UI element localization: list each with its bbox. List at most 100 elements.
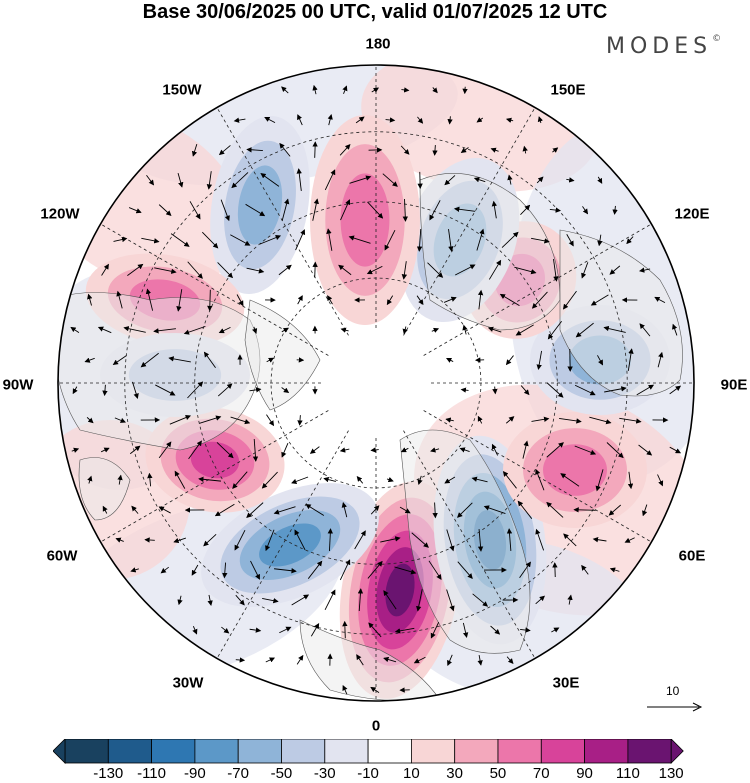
wind-arrow — [177, 595, 183, 606]
wind-arrow — [230, 234, 251, 246]
wind-arrow — [370, 447, 379, 453]
wind-arrow — [307, 560, 323, 579]
wind-arrow — [132, 381, 139, 399]
wind-arrow — [386, 477, 394, 483]
latitude-circle — [124, 131, 628, 635]
wind-arrow — [112, 355, 127, 365]
polar-cap — [321, 328, 431, 438]
colorbar-tick-label: -130 — [93, 765, 124, 782]
wind-arrow — [265, 657, 276, 663]
wind-arrow — [187, 261, 203, 279]
wind-arrow — [296, 654, 304, 665]
wind-arrow — [402, 326, 408, 335]
wind-arrow — [144, 537, 155, 543]
wind-arrow — [338, 264, 352, 276]
wind-arrow — [309, 446, 320, 454]
land-outline — [58, 292, 261, 451]
wind-arrow — [639, 267, 651, 273]
wind-arrow — [574, 384, 596, 396]
wind-arrow — [382, 173, 398, 187]
wind-arrow — [416, 589, 423, 612]
wind-arrow — [476, 228, 485, 251]
wind-arrow — [252, 438, 259, 462]
anomaly-contour — [190, 441, 240, 479]
anomaly-contour — [340, 173, 390, 267]
wind-arrow — [597, 234, 603, 247]
wind-arrow — [417, 116, 424, 124]
meridian-line — [403, 107, 536, 336]
wind-arrow — [477, 655, 483, 666]
wind-arrow — [447, 654, 453, 666]
wind-arrow — [207, 289, 213, 312]
wind-arrow — [355, 116, 365, 124]
wind-arrow — [457, 502, 473, 518]
wind-arrow — [401, 261, 408, 280]
wind-arrow — [155, 384, 176, 396]
wind-arrow — [657, 474, 664, 487]
wind-arrow — [274, 568, 297, 574]
wind-arrow — [281, 327, 289, 333]
colorbar-tick-label: -90 — [184, 765, 206, 782]
land-outline — [399, 429, 531, 654]
colorbar-tick-label: -70 — [227, 765, 249, 782]
colorbar-bin — [497, 739, 542, 764]
wind-arrow — [349, 175, 372, 184]
wind-arrow — [589, 416, 612, 425]
wind-arrow — [252, 326, 258, 334]
wind-arrow — [477, 529, 484, 552]
wind-arrow — [312, 84, 318, 95]
wind-arrow — [340, 327, 349, 333]
lon-label-150e: 150E — [550, 81, 586, 99]
wind-arrow — [100, 447, 110, 453]
wind-arrow — [546, 501, 564, 518]
wind-arrow — [416, 228, 423, 252]
colorbar-tick-label: -50 — [270, 765, 293, 782]
wind-arrow — [581, 262, 589, 279]
wind-arrow — [394, 627, 415, 634]
wind-arrow — [430, 622, 440, 639]
wind-arrow — [627, 471, 634, 490]
wind-arrow — [273, 506, 296, 515]
wind-arrow — [233, 117, 246, 123]
wind-arrow — [386, 295, 394, 306]
wind-arrow — [477, 415, 483, 424]
wind-arrow — [430, 447, 440, 453]
wind-arrow — [354, 530, 366, 550]
reference-vector-label: 10 — [666, 684, 680, 698]
map-title: Base 30/06/2025 00 UTC, valid 01/07/2025… — [142, 1, 608, 23]
wind-arrow — [145, 288, 154, 311]
meridian-line — [216, 430, 349, 659]
colorbar-bin — [64, 739, 109, 764]
wind-arrow — [339, 143, 351, 156]
wind-arrow — [552, 147, 559, 153]
wind-arrow — [444, 175, 456, 186]
wind-arrow — [563, 533, 577, 547]
wind-arrow — [595, 469, 604, 492]
wind-arrow — [170, 233, 190, 247]
wind-arrow — [477, 289, 484, 310]
lon-label-30e: 30E — [552, 674, 580, 692]
colorbar-bin — [237, 739, 282, 764]
wind-arrow — [113, 236, 128, 243]
wind-arrow — [97, 326, 112, 334]
wind-arrow — [153, 328, 176, 334]
lon-label-90w: 90W — [2, 376, 34, 394]
wind-arrow — [281, 86, 289, 94]
wind-arrow — [612, 205, 618, 215]
wind-arrow — [491, 200, 498, 219]
wind-arrow — [312, 198, 319, 221]
wind-arrow — [206, 171, 213, 190]
wind-arrow — [642, 504, 648, 517]
wind-arrow — [522, 145, 528, 154]
wind-arrow — [296, 168, 302, 191]
meridian-line — [100, 410, 329, 543]
wind-arrow — [264, 116, 276, 124]
colorbar-tick-label: 10 — [403, 765, 420, 782]
wind-arrow — [203, 351, 216, 368]
wind-arrow — [176, 289, 183, 312]
wind-arrow — [453, 206, 476, 212]
wind-arrow — [562, 290, 577, 310]
wind-arrow — [116, 290, 123, 309]
colorbar-tick-label: 50 — [489, 765, 507, 782]
wind-arrow — [218, 326, 231, 334]
